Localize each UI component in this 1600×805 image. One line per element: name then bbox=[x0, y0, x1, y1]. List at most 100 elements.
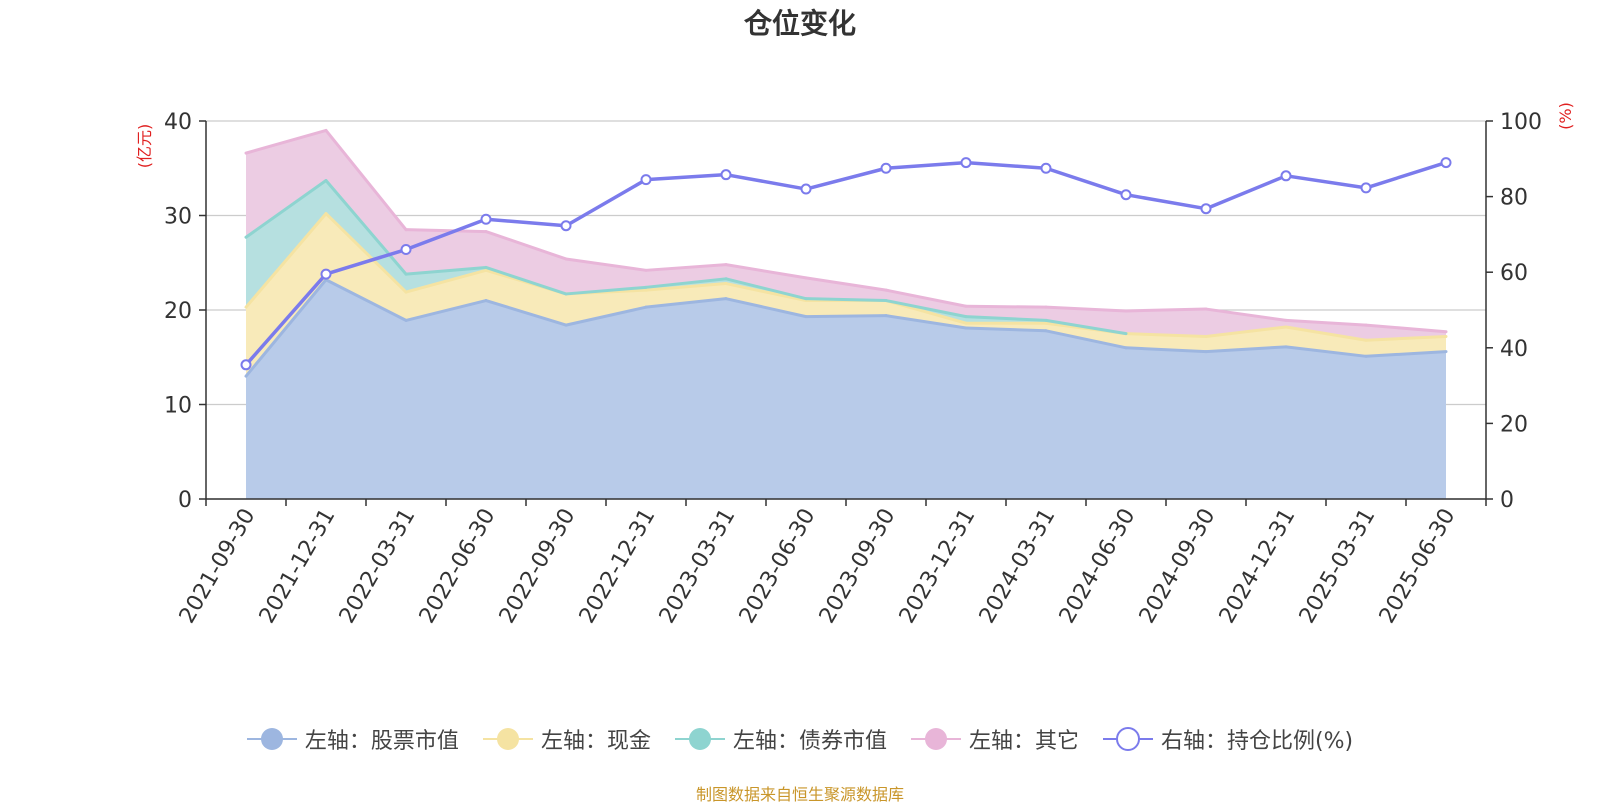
area-line-segment bbox=[484, 265, 568, 296]
y-right-tick-label: 0 bbox=[1500, 488, 1514, 513]
ratio-point bbox=[560, 220, 572, 232]
legend-label: 左轴：债券市值 bbox=[732, 729, 887, 754]
area-line-segment bbox=[964, 326, 1048, 333]
ratio-point bbox=[240, 359, 252, 371]
area-line-segment bbox=[644, 263, 728, 272]
area-line-segment bbox=[404, 268, 488, 294]
legend-filled-circle-icon bbox=[482, 728, 533, 750]
area-line-segment bbox=[724, 282, 808, 303]
area-line-segment bbox=[1284, 345, 1368, 358]
area-line-segment bbox=[804, 314, 888, 319]
area-line-segment bbox=[884, 299, 968, 319]
x-tick-label: 2025-03-31 bbox=[1295, 505, 1381, 628]
area-line-segment bbox=[964, 304, 1048, 309]
area-line-segment bbox=[244, 128, 328, 155]
area-line-segment bbox=[724, 277, 808, 301]
area-line-segment bbox=[884, 288, 968, 308]
x-tick-label: 2021-09-30 bbox=[175, 505, 261, 628]
area-line-segment bbox=[404, 228, 488, 234]
ratio-point bbox=[640, 174, 652, 186]
area-line-segment bbox=[1124, 307, 1208, 313]
ratio-point bbox=[320, 268, 332, 280]
ratio-point bbox=[1360, 182, 1372, 194]
area-line-segment bbox=[884, 314, 968, 330]
area-fill bbox=[246, 279, 1446, 499]
x-tick-label: 2023-06-30 bbox=[735, 505, 821, 628]
x-tick-label: 2022-12-31 bbox=[575, 505, 661, 628]
legend-item[interactable]: 左轴：现金 bbox=[482, 723, 651, 755]
area-line-segment bbox=[724, 297, 808, 319]
area-line-segment bbox=[644, 277, 728, 289]
ratio-line bbox=[244, 160, 1447, 366]
area-line-segment bbox=[484, 299, 568, 327]
legend-filled-circle-icon bbox=[910, 728, 961, 750]
y-right-tick-label: 40 bbox=[1500, 337, 1528, 362]
area-line-segment bbox=[1204, 345, 1288, 354]
x-tick-label: 2024-09-30 bbox=[1135, 505, 1221, 628]
ratio-point bbox=[1120, 189, 1132, 201]
y-left-tick-label: 40 bbox=[164, 110, 192, 135]
y-right-unit-label: (%) bbox=[1556, 102, 1575, 130]
y-left-unit-label: (亿元) bbox=[135, 124, 154, 169]
area-line-segment bbox=[1044, 318, 1128, 336]
x-tick-label: 2024-03-31 bbox=[975, 505, 1061, 628]
area-line-segment bbox=[564, 285, 648, 296]
legend-item[interactable]: 右轴：持仓比例(%) bbox=[1102, 723, 1354, 755]
legend: 左轴：股票市值 左轴：现金 左轴：债券市值 左轴：其它 右轴：持仓比例(%) bbox=[0, 722, 1600, 756]
area-line-segment bbox=[964, 315, 1048, 322]
ratio-point bbox=[1440, 157, 1452, 169]
y-left-tick-label: 30 bbox=[164, 205, 192, 230]
area-line-segment bbox=[244, 179, 328, 239]
y-right-tick-label: 80 bbox=[1500, 186, 1528, 211]
chart-title: 仓位变化 bbox=[744, 7, 856, 40]
ratio-point bbox=[1200, 203, 1212, 215]
legend-hollow-circle-icon bbox=[1102, 727, 1153, 751]
legend-item[interactable]: 左轴：股票市值 bbox=[246, 723, 459, 755]
area-line-segment bbox=[404, 265, 488, 276]
ratio-point bbox=[720, 169, 732, 181]
area-line-segment bbox=[244, 278, 328, 378]
x-tick-label: 2025-06-30 bbox=[1375, 505, 1461, 628]
area-line-segment bbox=[564, 305, 648, 327]
area-line-segment bbox=[1044, 305, 1128, 313]
ratio-point bbox=[400, 244, 412, 256]
x-tick-label: 2022-06-30 bbox=[415, 505, 501, 628]
x-tick-label: 2023-12-31 bbox=[895, 505, 981, 628]
area-line-segment bbox=[244, 212, 328, 309]
area-line-segment bbox=[1284, 325, 1368, 342]
ratio-point bbox=[480, 213, 492, 225]
x-tick-label: 2024-06-30 bbox=[1055, 505, 1141, 628]
area-line-segment bbox=[324, 179, 408, 276]
area-line-segment bbox=[324, 128, 408, 232]
area-line-segment bbox=[1044, 329, 1128, 350]
y-right-tick-label: 20 bbox=[1500, 412, 1528, 437]
area-line-segment bbox=[1284, 318, 1368, 327]
x-tick-label: 2024-12-31 bbox=[1215, 505, 1301, 628]
legend-label: 左轴：其它 bbox=[968, 729, 1079, 754]
legend-filled-circle-icon bbox=[674, 728, 725, 750]
area-line-segment bbox=[724, 263, 808, 280]
area-line-segment bbox=[1204, 325, 1288, 338]
area-line-segment bbox=[484, 230, 568, 261]
legend-label: 右轴：持仓比例(%) bbox=[1160, 729, 1354, 754]
legend-label: 左轴：股票市值 bbox=[304, 729, 459, 754]
area-line-segment bbox=[1124, 332, 1208, 338]
ratio-point bbox=[880, 162, 892, 174]
y-left-tick-label: 0 bbox=[178, 488, 192, 513]
y-left-tick-label: 10 bbox=[164, 394, 192, 419]
x-tick-label: 2022-09-30 bbox=[495, 505, 581, 628]
x-tick-label: 2023-03-31 bbox=[655, 505, 741, 628]
x-tick-label: 2023-09-30 bbox=[815, 505, 901, 628]
area-line-segment bbox=[1364, 334, 1448, 342]
area-line-segment bbox=[804, 297, 888, 303]
area-line-segment bbox=[564, 257, 648, 272]
legend-item[interactable]: 左轴：其它 bbox=[910, 723, 1079, 755]
area-line-segment bbox=[804, 276, 888, 292]
ratio-point bbox=[960, 157, 972, 169]
area-line-segment bbox=[1204, 307, 1288, 322]
area-line-segment bbox=[404, 299, 488, 322]
legend-item[interactable]: 左轴：债券市值 bbox=[674, 723, 887, 755]
legend-filled-circle-icon bbox=[246, 728, 297, 750]
area-line-segment bbox=[324, 212, 408, 294]
